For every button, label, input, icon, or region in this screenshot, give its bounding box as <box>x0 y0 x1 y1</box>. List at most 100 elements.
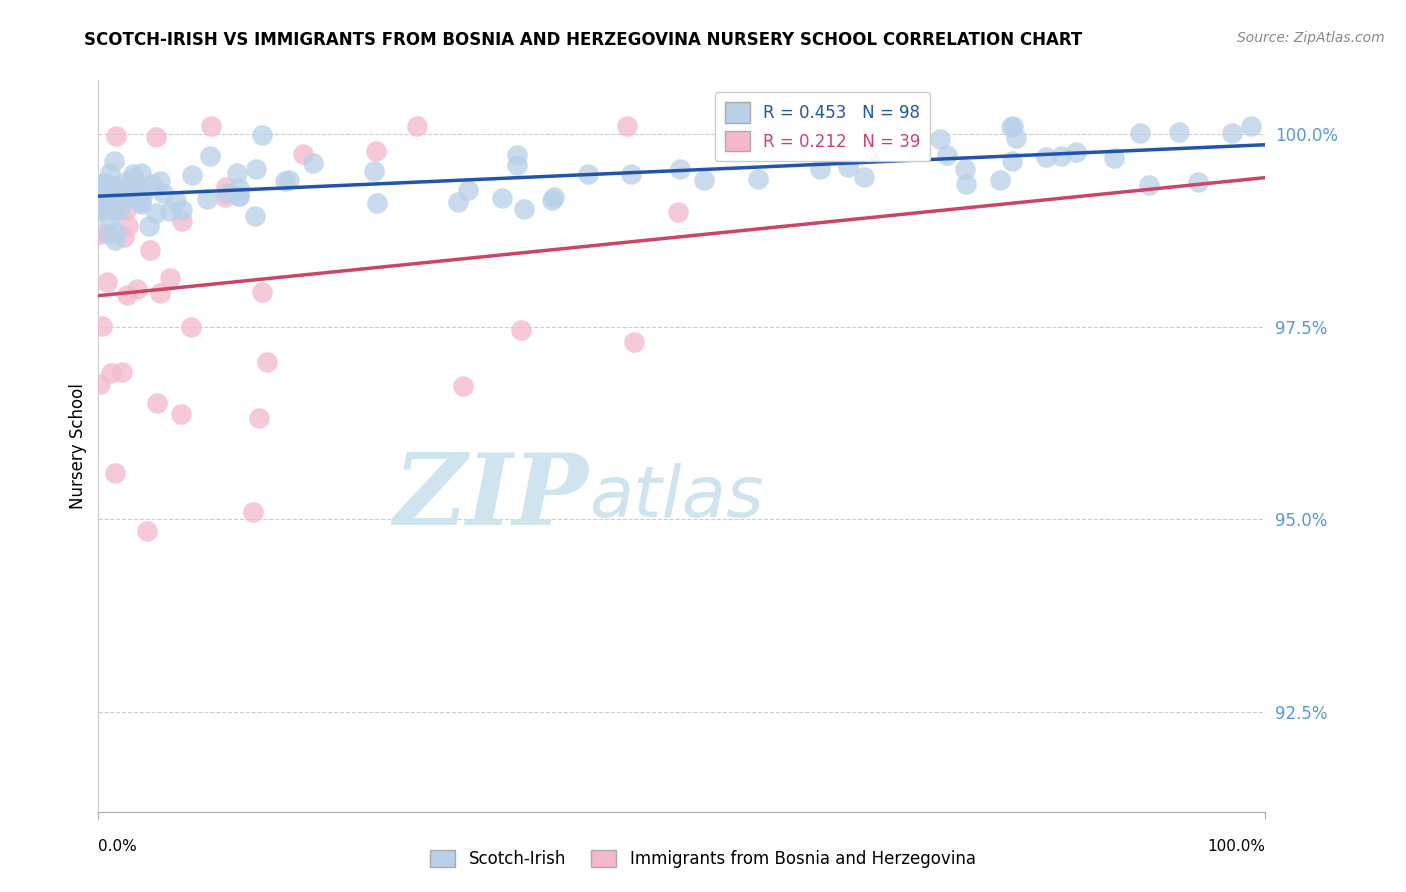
Point <box>228 188 250 202</box>
Point <box>103 179 125 194</box>
Point <box>195 192 218 206</box>
Point <box>245 162 267 177</box>
Point <box>169 407 191 421</box>
Point <box>576 167 599 181</box>
Point <box>96 176 118 190</box>
Point <box>1240 120 1263 134</box>
Point <box>1220 127 1243 141</box>
Point <box>302 156 325 170</box>
Legend: R = 0.453   N = 98, R = 0.212   N = 39: R = 0.453 N = 98, R = 0.212 N = 39 <box>714 92 931 161</box>
Point <box>214 190 236 204</box>
Point <box>506 148 529 162</box>
Text: atlas: atlas <box>589 463 763 532</box>
Point <box>135 524 157 538</box>
Point <box>90 318 112 333</box>
Point <box>250 285 273 300</box>
Point <box>243 209 266 223</box>
Text: 100.0%: 100.0% <box>1208 838 1265 854</box>
Point <box>93 185 115 199</box>
Point <box>1001 154 1024 169</box>
Text: SCOTCH-IRISH VS IMMIGRANTS FROM BOSNIA AND HERZEGOVINA NURSERY SCHOOL CORRELATIO: SCOTCH-IRISH VS IMMIGRANTS FROM BOSNIA A… <box>84 31 1083 49</box>
Point <box>152 186 174 200</box>
Point <box>114 188 136 202</box>
Text: 0.0%: 0.0% <box>98 838 138 854</box>
Text: ZIP: ZIP <box>394 449 589 545</box>
Point <box>543 190 565 204</box>
Point <box>541 193 564 207</box>
Point <box>115 190 138 204</box>
Point <box>808 162 831 177</box>
Point <box>170 202 193 217</box>
Point <box>512 202 534 216</box>
Point <box>1102 151 1125 165</box>
Point <box>616 120 638 134</box>
Point <box>159 271 181 285</box>
Point <box>89 201 111 215</box>
Point <box>181 168 204 182</box>
Point <box>127 282 149 296</box>
Point <box>1049 148 1071 162</box>
Point <box>129 197 152 211</box>
Point <box>96 275 118 289</box>
Y-axis label: Nursery School: Nursery School <box>69 383 87 509</box>
Point <box>620 167 643 181</box>
Point <box>131 166 153 180</box>
Point <box>148 286 170 301</box>
Point <box>215 180 238 194</box>
Point <box>114 230 136 244</box>
Point <box>90 204 112 219</box>
Point <box>104 225 127 239</box>
Text: Source: ZipAtlas.com: Source: ZipAtlas.com <box>1237 31 1385 45</box>
Point <box>141 177 163 191</box>
Point <box>138 219 160 234</box>
Point <box>124 187 146 202</box>
Point <box>131 190 153 204</box>
Point <box>121 186 143 200</box>
Point <box>105 128 128 143</box>
Point <box>96 178 118 192</box>
Point <box>247 410 270 425</box>
Point <box>228 189 250 203</box>
Point <box>491 191 513 205</box>
Point <box>94 186 117 201</box>
Point <box>131 183 153 197</box>
Point <box>1001 120 1024 134</box>
Point <box>108 186 131 201</box>
Point <box>457 183 479 197</box>
Point <box>96 202 118 216</box>
Point <box>97 213 120 227</box>
Point <box>1000 120 1022 135</box>
Point <box>363 164 385 178</box>
Point <box>89 377 111 392</box>
Point <box>366 144 388 158</box>
Point <box>988 172 1011 186</box>
Point <box>666 205 689 219</box>
Point <box>149 174 172 188</box>
Point <box>97 227 120 241</box>
Point <box>747 171 769 186</box>
Point <box>103 153 125 168</box>
Point <box>506 158 529 172</box>
Point <box>852 169 875 184</box>
Point <box>111 187 134 202</box>
Point <box>87 227 110 242</box>
Point <box>200 120 222 134</box>
Point <box>1137 178 1160 192</box>
Point <box>97 186 120 200</box>
Point <box>274 174 297 188</box>
Point <box>90 180 112 194</box>
Point <box>120 178 142 193</box>
Point <box>89 178 111 192</box>
Point <box>1129 127 1152 141</box>
Point <box>837 160 859 174</box>
Point <box>104 204 127 219</box>
Point <box>1167 125 1189 139</box>
Point <box>1005 131 1028 145</box>
Point <box>122 171 145 186</box>
Point <box>200 149 222 163</box>
Point <box>146 395 169 409</box>
Point <box>114 175 136 189</box>
Point <box>91 202 114 217</box>
Point <box>256 354 278 368</box>
Point <box>929 132 952 146</box>
